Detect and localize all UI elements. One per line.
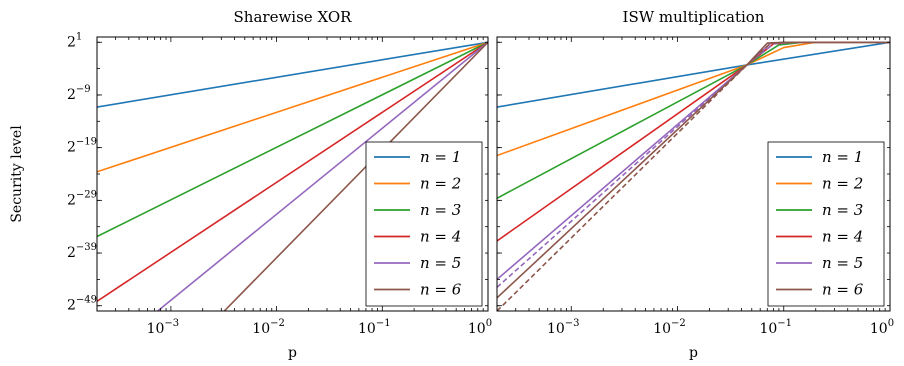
legend-label-n-2: n = 2 bbox=[822, 175, 863, 193]
legend-label-n-3: n = 3 bbox=[822, 201, 863, 219]
y-tick-label: 21 bbox=[67, 31, 82, 50]
x-tick-label: 100 bbox=[870, 318, 894, 337]
legend: n = 1 n = 2 n = 3 n = 4 n = 5 n = 6 bbox=[365, 141, 483, 307]
panel-sharewise-xor: 10−3 10−2 10−1 100 21 2−9 2−19 2−29 2−39 2−49 Shar… bbox=[9, 8, 492, 361]
y-tick-label: 2−39 bbox=[67, 242, 97, 261]
y-tick-label: 2−29 bbox=[67, 189, 97, 208]
chart-title: Sharewise XOR bbox=[234, 8, 353, 26]
series-line-n-5 bbox=[157, 41, 488, 311]
y-axis-label: Security level bbox=[9, 125, 25, 223]
legend-label-n-5: n = 5 bbox=[822, 254, 863, 272]
series-line-n-2 bbox=[97, 41, 488, 173]
legend-box bbox=[767, 141, 885, 307]
x-axis: 10−3 10−2 10−1 100 bbox=[496, 37, 894, 337]
legend-label-n-6: n = 6 bbox=[822, 281, 864, 299]
legend-box bbox=[365, 141, 483, 307]
x-tick-label: 10−2 bbox=[252, 318, 285, 337]
series-group bbox=[497, 41, 890, 311]
x-axis-label: p bbox=[288, 345, 297, 361]
series-group bbox=[97, 41, 488, 311]
x-tick-label: 10−3 bbox=[547, 318, 580, 337]
series-line-n-6-dashed bbox=[497, 41, 793, 311]
y-tick-label: 2−19 bbox=[67, 137, 97, 156]
chart-title: ISW multiplication bbox=[623, 8, 765, 26]
series-line-n-6 bbox=[497, 41, 890, 299]
y-tick-label: 2−9 bbox=[67, 84, 91, 103]
x-axis: 10−3 10−2 10−1 100 bbox=[96, 37, 492, 337]
legend-label-n-4: n = 4 bbox=[420, 228, 461, 246]
y-axis: 21 2−9 2−19 2−29 2−39 2−49 bbox=[67, 31, 488, 314]
series-line-n-4 bbox=[97, 41, 488, 302]
legend-label-n-1: n = 1 bbox=[822, 148, 863, 166]
series-line-n-1 bbox=[97, 41, 488, 108]
x-axis-label: p bbox=[689, 345, 698, 361]
x-tick-label: 10−3 bbox=[147, 318, 180, 337]
legend-label-n-5: n = 5 bbox=[420, 254, 461, 272]
legend: n = 1 n = 2 n = 3 n = 4 n = 5 n = 6 bbox=[767, 141, 885, 307]
y-tick-label: 2−49 bbox=[67, 295, 97, 314]
x-tick-label: 10−1 bbox=[358, 318, 391, 337]
x-tick-label: 10−2 bbox=[653, 318, 686, 337]
series-line-n-2 bbox=[497, 41, 890, 157]
legend-label-n-6: n = 6 bbox=[420, 281, 462, 299]
series-line-n-3 bbox=[97, 41, 488, 238]
series-line-n-6 bbox=[223, 41, 488, 311]
legend-label-n-3: n = 3 bbox=[420, 201, 461, 219]
legend-label-n-1: n = 1 bbox=[420, 148, 461, 166]
series-line-n-1 bbox=[497, 41, 890, 108]
legend-label-n-4: n = 4 bbox=[822, 228, 863, 246]
x-tick-label: 10−1 bbox=[759, 318, 792, 337]
x-tick-label: 100 bbox=[468, 318, 492, 337]
legend-label-n-2: n = 2 bbox=[420, 175, 461, 193]
y-axis bbox=[497, 41, 890, 307]
